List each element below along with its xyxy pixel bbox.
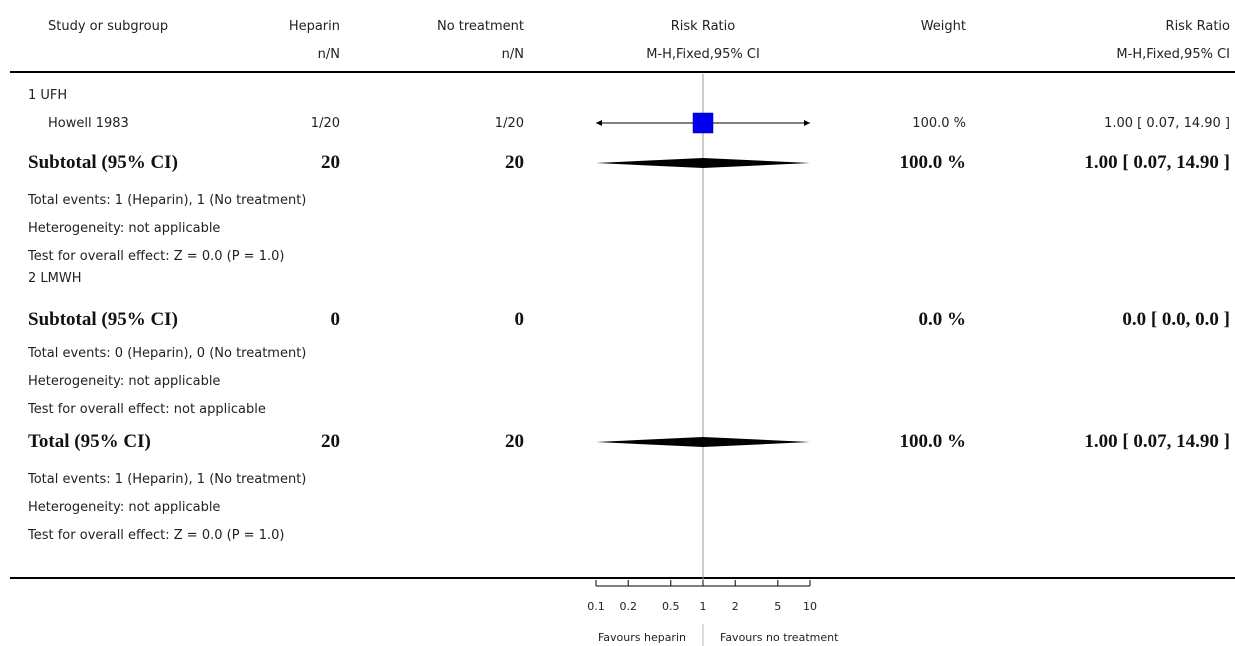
total-no-treatment: 20 — [505, 431, 524, 452]
group2-label: 2 LMWH — [28, 271, 82, 286]
subtotal1-ci: 1.00 [ 0.07, 14.90 ] — [1084, 152, 1230, 173]
total-weight: 100.0 % — [899, 431, 967, 452]
total-effect: Test for overall effect: Z = 0.0 (P = 1.… — [28, 528, 285, 543]
x-tick-label-6: 10 — [803, 600, 817, 613]
subtotal1-weight: 100.0 % — [899, 152, 967, 173]
subtotal1-heparin: 20 — [321, 152, 340, 173]
subtotal2-ci: 0.0 [ 0.0, 0.0 ] — [1122, 309, 1230, 330]
subtotal2-heparin: 0 — [330, 309, 341, 330]
group1-effect: Test for overall effect: Z = 0.0 (P = 1.… — [28, 249, 285, 264]
subtotal2-weight: 0.0 % — [918, 309, 967, 330]
study-ci-arrow-left-0 — [596, 120, 602, 126]
header-risk-ratio-2-sub: M-H,Fixed,95% CI — [1116, 47, 1230, 62]
diamond-0 — [596, 158, 810, 168]
total-events: Total events: 1 (Heparin), 1 (No treatme… — [28, 472, 307, 487]
header-risk-ratio: Risk Ratio — [670, 19, 736, 34]
group1-events: Total events: 1 (Heparin), 1 (No treatme… — [28, 193, 307, 208]
total-heparin: 20 — [321, 431, 340, 452]
subtotal2-no-treatment: 0 — [514, 309, 525, 330]
header-divider — [10, 71, 1235, 73]
footer-divider — [10, 577, 1235, 579]
study-name: Howell 1983 — [48, 116, 129, 131]
study-weight: 100.0 % — [912, 116, 966, 131]
x-tick-label-1: 0.2 — [619, 600, 637, 613]
header-weight: Weight — [920, 19, 966, 34]
header-risk-ratio-sub: M-H,Fixed,95% CI — [646, 47, 760, 62]
header-heparin-sub: n/N — [317, 47, 340, 62]
study-heparin: 1/20 — [310, 116, 340, 131]
total-heterogeneity: Heterogeneity: not applicable — [28, 500, 221, 515]
header-no-treatment: No treatment — [436, 19, 524, 34]
group2-effect: Test for overall effect: not applicable — [28, 402, 266, 417]
x-tick-label-5: 5 — [774, 600, 781, 613]
header-no-treatment-sub: n/N — [501, 47, 524, 62]
group1-label: 1 UFH — [28, 88, 68, 103]
total-label: Total (95% CI) — [28, 431, 151, 452]
group1-heterogeneity: Heterogeneity: not applicable — [28, 221, 221, 236]
study-square-0 — [692, 112, 714, 134]
subtotal2-label: Subtotal (95% CI) — [28, 309, 178, 330]
study-no-treatment: 1/20 — [494, 116, 524, 131]
header-risk-ratio-2: Risk Ratio — [1165, 19, 1230, 34]
study-ci: 1.00 [ 0.07, 14.90 ] — [1104, 116, 1230, 131]
subtotal1-no-treatment: 20 — [505, 152, 524, 173]
study-ci-arrow-right-0 — [804, 120, 810, 126]
total-ci: 1.00 [ 0.07, 14.90 ] — [1084, 431, 1230, 452]
x-tick-label-4: 2 — [732, 600, 739, 613]
subtotal1-label: Subtotal (95% CI) — [28, 152, 178, 173]
group2-events: Total events: 0 (Heparin), 0 (No treatme… — [28, 346, 307, 361]
favours-no-treatment-label: Favours no treatment — [720, 631, 839, 644]
x-tick-label-3: 1 — [700, 600, 707, 613]
header-study: Study or subgroup — [48, 19, 169, 34]
x-tick-label-0: 0.1 — [587, 600, 605, 613]
favours-heparin-label: Favours heparin — [597, 631, 686, 644]
diamond-1 — [596, 437, 810, 447]
header-heparin: Heparin — [288, 19, 340, 34]
x-tick-label-2: 0.5 — [662, 600, 680, 613]
group2-heterogeneity: Heterogeneity: not applicable — [28, 374, 221, 389]
